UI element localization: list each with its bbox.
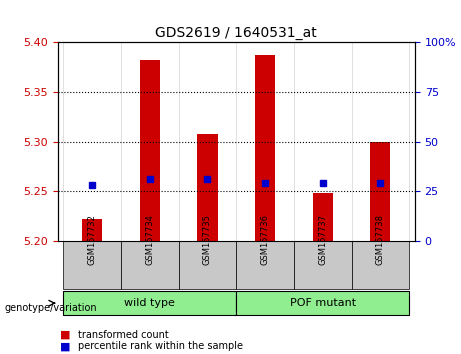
Bar [313,193,333,241]
FancyBboxPatch shape [121,241,179,289]
FancyBboxPatch shape [294,241,351,289]
Text: GSM157732: GSM157732 [88,215,97,265]
Text: GSM157735: GSM157735 [203,215,212,265]
FancyBboxPatch shape [179,241,236,289]
FancyBboxPatch shape [64,291,236,315]
FancyBboxPatch shape [236,241,294,289]
Text: transformed count: transformed count [78,330,169,339]
FancyBboxPatch shape [64,241,121,289]
FancyBboxPatch shape [351,241,409,289]
Text: GSM157736: GSM157736 [260,214,270,265]
Text: GSM157738: GSM157738 [376,214,385,265]
FancyBboxPatch shape [236,291,409,315]
Bar [370,142,390,241]
Bar [255,55,275,241]
Bar [140,60,160,241]
Text: GSM157737: GSM157737 [318,214,327,265]
Text: percentile rank within the sample: percentile rank within the sample [78,341,243,351]
Bar [197,134,218,241]
Text: GSM157734: GSM157734 [145,215,154,265]
Text: ■: ■ [60,330,71,339]
Text: genotype/variation: genotype/variation [5,303,97,313]
Text: POF mutant: POF mutant [290,298,356,308]
Text: wild type: wild type [124,298,175,308]
Title: GDS2619 / 1640531_at: GDS2619 / 1640531_at [155,26,317,40]
Bar [82,219,102,241]
Text: ■: ■ [60,341,71,351]
